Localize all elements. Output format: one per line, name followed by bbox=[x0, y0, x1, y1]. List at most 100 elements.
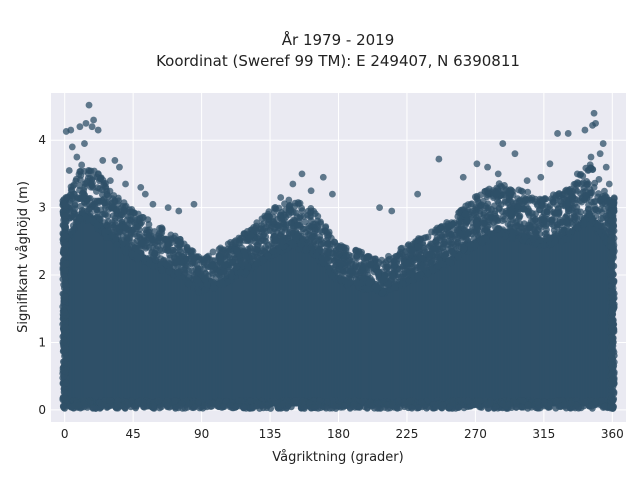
data-point bbox=[591, 398, 599, 406]
data-point bbox=[350, 401, 358, 409]
data-point bbox=[471, 242, 479, 250]
data-point bbox=[71, 205, 79, 213]
data-point bbox=[358, 398, 366, 406]
data-point bbox=[583, 193, 591, 201]
data-point bbox=[121, 207, 128, 215]
data-point bbox=[610, 328, 618, 335]
data-point bbox=[267, 405, 275, 412]
data-point bbox=[106, 397, 113, 404]
data-point bbox=[341, 402, 348, 410]
data-point-outlier bbox=[605, 180, 613, 188]
data-point bbox=[254, 400, 262, 407]
data-point bbox=[171, 397, 179, 405]
data-point bbox=[302, 246, 310, 254]
data-point-outlier bbox=[289, 180, 297, 188]
data-point bbox=[448, 239, 455, 247]
data-point bbox=[504, 209, 512, 217]
data-point-outlier bbox=[94, 126, 102, 134]
data-point bbox=[609, 396, 617, 404]
data-point-outlier bbox=[149, 200, 157, 208]
data-point bbox=[78, 195, 86, 203]
data-point bbox=[83, 178, 91, 185]
data-point bbox=[185, 280, 192, 288]
data-point bbox=[328, 272, 336, 279]
data-point bbox=[93, 188, 100, 195]
data-point bbox=[144, 254, 152, 262]
data-point bbox=[485, 216, 493, 224]
data-point bbox=[464, 397, 472, 405]
data-point bbox=[515, 213, 523, 221]
data-point bbox=[428, 251, 436, 259]
data-point bbox=[479, 197, 487, 205]
data-point bbox=[262, 243, 270, 251]
data-point bbox=[483, 193, 491, 201]
data-point bbox=[467, 201, 475, 208]
data-point bbox=[61, 389, 69, 397]
y-axis-label: Signifikant våghöjd (m) bbox=[16, 181, 31, 333]
data-point bbox=[480, 227, 488, 235]
data-point bbox=[158, 229, 166, 237]
data-point bbox=[485, 405, 493, 412]
data-point bbox=[89, 179, 96, 187]
data-point bbox=[610, 348, 618, 356]
data-point bbox=[455, 404, 462, 411]
data-point bbox=[607, 243, 615, 250]
data-point bbox=[414, 243, 422, 251]
data-point bbox=[253, 246, 261, 253]
data-point bbox=[107, 203, 115, 211]
data-point-outlier bbox=[307, 187, 315, 195]
data-point bbox=[529, 234, 537, 242]
data-point bbox=[524, 401, 532, 409]
data-point bbox=[262, 223, 270, 231]
data-point bbox=[158, 267, 166, 274]
data-point bbox=[337, 260, 345, 267]
data-point bbox=[505, 193, 513, 201]
x-tick-label: 315 bbox=[532, 427, 555, 441]
data-point bbox=[594, 221, 602, 229]
data-point-outlier bbox=[88, 123, 96, 131]
data-point bbox=[200, 261, 208, 268]
data-point bbox=[252, 226, 260, 234]
data-point bbox=[164, 401, 171, 409]
data-point bbox=[435, 241, 442, 249]
data-point bbox=[324, 240, 332, 247]
data-point bbox=[607, 318, 615, 326]
data-point bbox=[337, 275, 344, 283]
data-point bbox=[248, 252, 256, 260]
data-point bbox=[97, 401, 105, 409]
data-point bbox=[437, 224, 444, 232]
data-point bbox=[532, 229, 540, 237]
data-point bbox=[353, 254, 361, 262]
data-point bbox=[76, 215, 84, 222]
data-point bbox=[253, 260, 261, 267]
data-point bbox=[534, 398, 542, 406]
data-point bbox=[76, 186, 83, 194]
data-point bbox=[435, 256, 443, 264]
data-point bbox=[588, 189, 596, 197]
data-point bbox=[132, 222, 139, 230]
data-point bbox=[355, 248, 363, 256]
data-point-outlier bbox=[99, 157, 107, 164]
x-tick-labels: 0 45 90 135 180 225 270 315 360 bbox=[61, 427, 624, 441]
data-point bbox=[573, 224, 581, 231]
data-point bbox=[323, 398, 331, 406]
data-point bbox=[111, 221, 119, 229]
data-point-outlier bbox=[81, 140, 88, 147]
data-point bbox=[550, 226, 558, 234]
data-point bbox=[610, 198, 617, 206]
data-point bbox=[125, 234, 133, 242]
data-point bbox=[62, 194, 70, 201]
data-point bbox=[399, 279, 407, 287]
data-point bbox=[473, 225, 481, 233]
data-point bbox=[608, 248, 616, 256]
data-point bbox=[62, 323, 70, 331]
data-point-outlier bbox=[581, 126, 589, 134]
data-point bbox=[145, 221, 153, 228]
data-point bbox=[103, 191, 111, 198]
data-point bbox=[608, 307, 616, 315]
data-point bbox=[62, 260, 70, 268]
data-point bbox=[194, 268, 202, 275]
data-point bbox=[110, 192, 118, 199]
data-point-outlier bbox=[592, 119, 599, 127]
